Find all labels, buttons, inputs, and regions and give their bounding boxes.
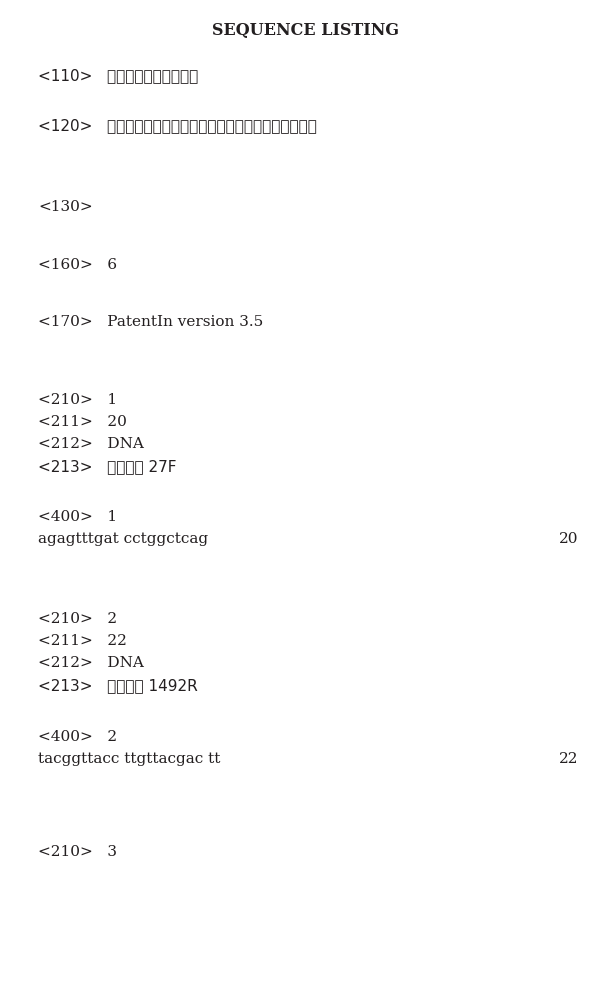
Text: <160>   6: <160> 6 [38, 258, 117, 272]
Text: <210>   1: <210> 1 [38, 393, 117, 407]
Text: <170>   PatentIn version 3.5: <170> PatentIn version 3.5 [38, 315, 264, 329]
Text: <211>   22: <211> 22 [38, 634, 127, 648]
Text: <213>   细菌引物 1492R: <213> 细菌引物 1492R [38, 678, 198, 693]
Text: agagtttgat cctggctcag: agagtttgat cctggctcag [38, 532, 208, 546]
Text: <212>   DNA: <212> DNA [38, 437, 144, 451]
Text: 22: 22 [559, 752, 578, 766]
Text: SEQUENCE LISTING: SEQUENCE LISTING [212, 22, 398, 39]
Text: <110>   北京有色金属研究总院: <110> 北京有色金属研究总院 [38, 68, 198, 83]
Text: <400>   1: <400> 1 [38, 510, 117, 524]
Text: <400>   2: <400> 2 [38, 730, 117, 744]
Text: <120>   一种用于黄铜矿浸出的中温浸矿复合菌系及浸矿工艺: <120> 一种用于黄铜矿浸出的中温浸矿复合菌系及浸矿工艺 [38, 118, 317, 133]
Text: <213>   细菌引物 27F: <213> 细菌引物 27F [38, 459, 176, 474]
Text: <210>   2: <210> 2 [38, 612, 117, 626]
Text: tacggttacc ttgttacgac tt: tacggttacc ttgttacgac tt [38, 752, 220, 766]
Text: <212>   DNA: <212> DNA [38, 656, 144, 670]
Text: 20: 20 [559, 532, 578, 546]
Text: <210>   3: <210> 3 [38, 845, 117, 859]
Text: <211>   20: <211> 20 [38, 415, 127, 429]
Text: <130>: <130> [38, 200, 93, 214]
